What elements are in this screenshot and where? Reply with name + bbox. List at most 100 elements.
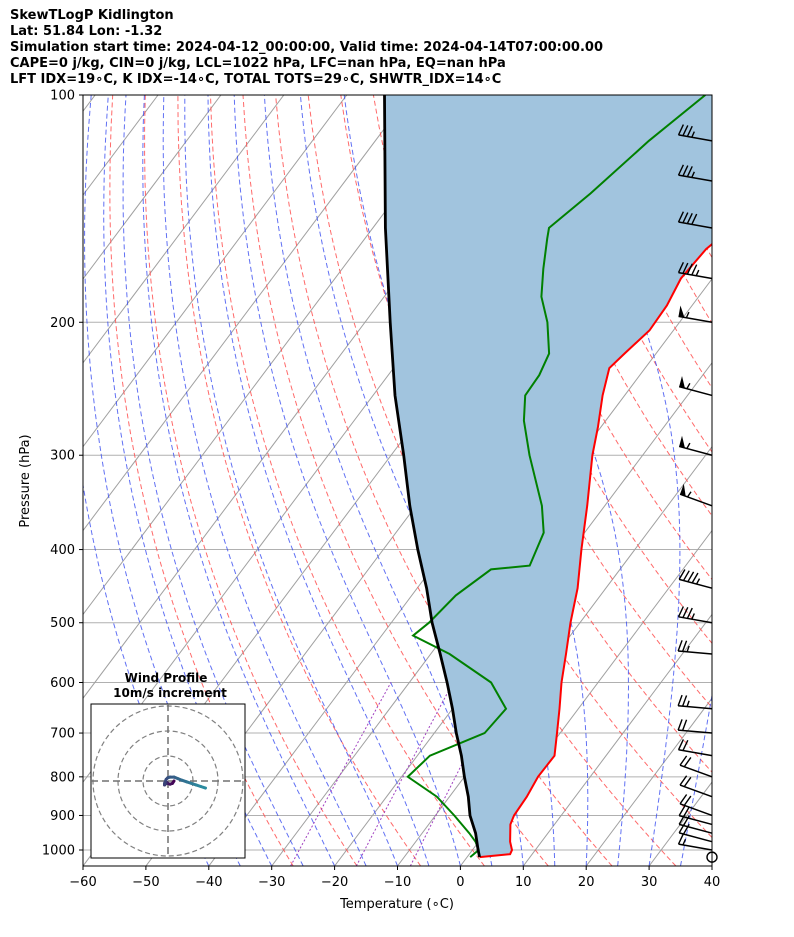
barb-pennant (679, 435, 685, 448)
dry-adiabat-line (732, 95, 794, 866)
barb-full (686, 166, 693, 177)
wind-barb (677, 606, 713, 624)
dry-adiabat-line (109, 95, 294, 866)
wind-barb (678, 569, 713, 589)
barb-shaft (679, 784, 713, 798)
barb-full (677, 164, 685, 176)
y-tick-label: 800 (50, 770, 75, 785)
y-tick-label: 600 (50, 676, 75, 691)
header-stability-indices: LFT IDX=19∘C, K IDX=-14∘C, TOTAL TOTS=29… (10, 72, 502, 87)
barb-full (677, 211, 685, 223)
barb-full (682, 125, 689, 137)
dry-adiabat-line (275, 95, 613, 866)
x-tick-label: 40 (704, 875, 721, 890)
x-tick-label: 10 (515, 875, 532, 890)
wind-barb (677, 124, 713, 142)
moist-adiabat-line (122, 95, 304, 866)
y-axis-label: Pressure (hPa) (18, 434, 33, 527)
wind-barb (678, 435, 713, 456)
isotherm-line (585, 697, 712, 866)
y-tick-label: 700 (50, 727, 75, 742)
barb-pennant (680, 483, 686, 497)
inset-title: Wind Profile (125, 671, 208, 685)
barb-full (681, 695, 688, 707)
x-tick-label: 30 (641, 875, 658, 890)
barb-half (682, 838, 687, 846)
barb-shaft (678, 174, 713, 182)
barb-full (682, 739, 689, 751)
y-tick-label: 1000 (42, 844, 75, 859)
barb-full (682, 570, 690, 581)
barb-full (682, 212, 689, 224)
barb-full (691, 213, 698, 225)
barb-full (679, 794, 688, 805)
wind-barb (677, 719, 713, 734)
wind-barb (678, 376, 713, 397)
y-tick-label: 900 (50, 809, 75, 824)
barb-shaft (678, 134, 713, 142)
barb-full (677, 606, 685, 618)
wind-barb (677, 164, 713, 182)
barb-half (686, 442, 691, 449)
wind-profile-inset: Wind Profile 10m/s increment (90, 671, 246, 859)
wind-barb (677, 739, 713, 757)
barb-full (687, 571, 695, 583)
barb-full (682, 262, 689, 274)
y-tick-label: 400 (50, 543, 75, 558)
isotherm-line (83, 95, 473, 616)
barb-half (691, 131, 695, 138)
isotherm-line (83, 95, 348, 448)
barb-full (681, 719, 688, 731)
parcel-path-line (383, 95, 481, 858)
barb-shaft (678, 616, 713, 624)
dry-adiabat-line (535, 95, 712, 453)
x-tick-label: 0 (456, 875, 464, 890)
barb-half (695, 269, 700, 277)
barb-shaft (678, 749, 713, 757)
barb-shaft (678, 814, 713, 826)
barb-full (682, 606, 689, 618)
barb-full (686, 263, 693, 275)
barb-full (682, 806, 690, 818)
x-tick-label: −40 (195, 875, 222, 890)
inset-subtitle: 10m/s increment (113, 686, 227, 700)
barb-full (677, 719, 683, 731)
barb-full (677, 739, 685, 751)
x-tick-label: 20 (578, 875, 595, 890)
barb-half (686, 700, 690, 707)
barb-full (683, 757, 692, 768)
barb-shaft (678, 832, 713, 843)
barb-shaft (678, 823, 713, 834)
barb-full (686, 212, 693, 224)
barb-half (686, 645, 690, 653)
x-tick-label: −50 (132, 875, 159, 890)
barb-half (691, 171, 695, 178)
y-tick-label: 100 (50, 89, 75, 104)
barb-shaft (678, 271, 713, 280)
barb-pennant (678, 305, 685, 318)
wind-barb (679, 755, 713, 778)
barb-full (678, 805, 686, 816)
y-tick-label: 200 (50, 316, 75, 331)
barb-full (677, 124, 685, 136)
dewpoint-line (406, 95, 706, 858)
y-tick-label: 500 (50, 616, 75, 631)
barb-full (677, 694, 683, 707)
barb-half (691, 613, 695, 620)
barb-full (679, 775, 688, 786)
figure-header: SkewTLogP Kidlington Lat: 51.84 Lon: -1.… (10, 8, 603, 88)
barb-pennant (679, 376, 685, 389)
barb-full (681, 640, 688, 652)
barb-shaft (678, 221, 713, 229)
barb-full (683, 776, 692, 788)
barb-full (686, 125, 693, 137)
hodograph-segment (199, 785, 207, 790)
barb-shaft (678, 650, 713, 655)
barb-full (691, 572, 699, 584)
wind-barb (677, 211, 713, 229)
barb-full (677, 833, 685, 845)
barb-half (686, 491, 692, 498)
x-tick-label: −20 (321, 875, 348, 890)
isotherm-line (522, 613, 712, 866)
